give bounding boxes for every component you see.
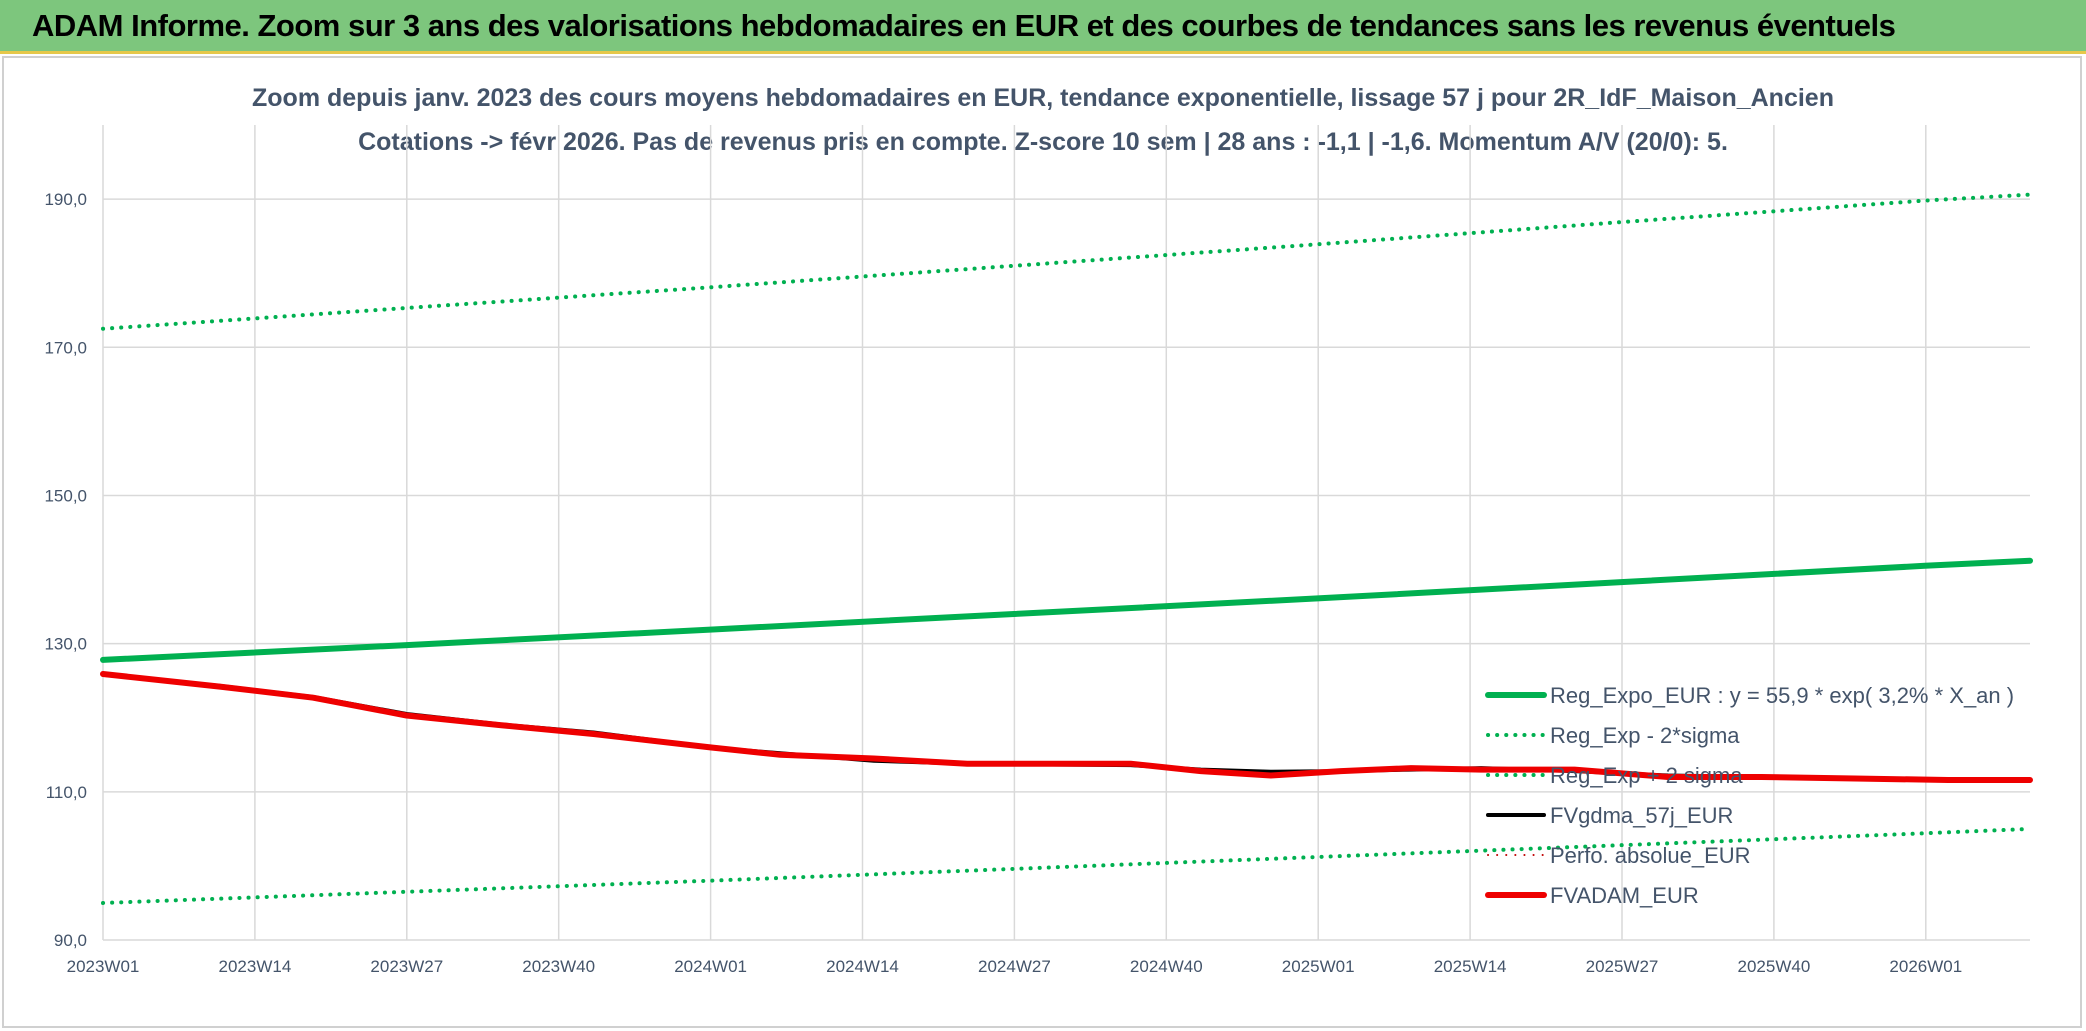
y-tick-label: 150,0	[44, 486, 87, 505]
chart-frame	[2, 56, 2082, 1028]
legend-label: FVgdma_57j_EUR	[1550, 803, 1733, 828]
x-tick-label: 2024W27	[978, 957, 1051, 976]
x-tick-label: 2024W01	[674, 957, 747, 976]
x-tick-label: 2024W40	[1130, 957, 1203, 976]
chart-subtitle: Cotations -> févr 2026. Pas de revenus p…	[358, 128, 1728, 156]
x-tick-label: 2025W01	[1282, 957, 1355, 976]
x-tick-label: 2025W14	[1434, 957, 1507, 976]
series-line-0	[100, 557, 2033, 663]
x-tick-label: 2026W01	[1889, 957, 1962, 976]
x-tick-label: 2023W01	[67, 957, 140, 976]
legend-label: FVADAM_EUR	[1550, 883, 1699, 908]
chart-title: Zoom depuis janv. 2023 des cours moyens …	[252, 84, 1834, 112]
y-tick-label: 110,0	[46, 783, 87, 802]
x-tick-label: 2025W27	[1586, 957, 1659, 976]
series-line-2	[101, 192, 2032, 331]
x-tick-label: 2024W14	[826, 957, 899, 976]
report-title: ADAM Informe. Zoom sur 3 ans des valoris…	[32, 8, 1896, 43]
x-tick-label: 2023W14	[219, 957, 292, 976]
legend-label: Reg_Exp + 2 sigma	[1550, 763, 1743, 788]
series-line-1	[101, 826, 2032, 905]
y-tick-label: 90,0	[54, 931, 87, 950]
x-tick-label: 2025W40	[1738, 957, 1811, 976]
x-tick-label: 2023W27	[370, 957, 443, 976]
y-tick-label: 170,0	[44, 338, 87, 357]
legend-label: Reg_Exp - 2*sigma	[1550, 723, 1740, 748]
y-tick-label: 190,0	[44, 190, 87, 209]
series-line-5	[100, 671, 2033, 783]
y-tick-label: 130,0	[44, 635, 87, 654]
legend-label: Perfo. absolue_EUR	[1550, 843, 1751, 868]
x-tick-label: 2023W40	[522, 957, 595, 976]
legend-label: Reg_Expo_EUR : y = 55,9 * exp( 3,2% * X_…	[1550, 683, 2014, 708]
report-banner: ADAM Informe. Zoom sur 3 ans des valoris…	[0, 0, 2086, 54]
